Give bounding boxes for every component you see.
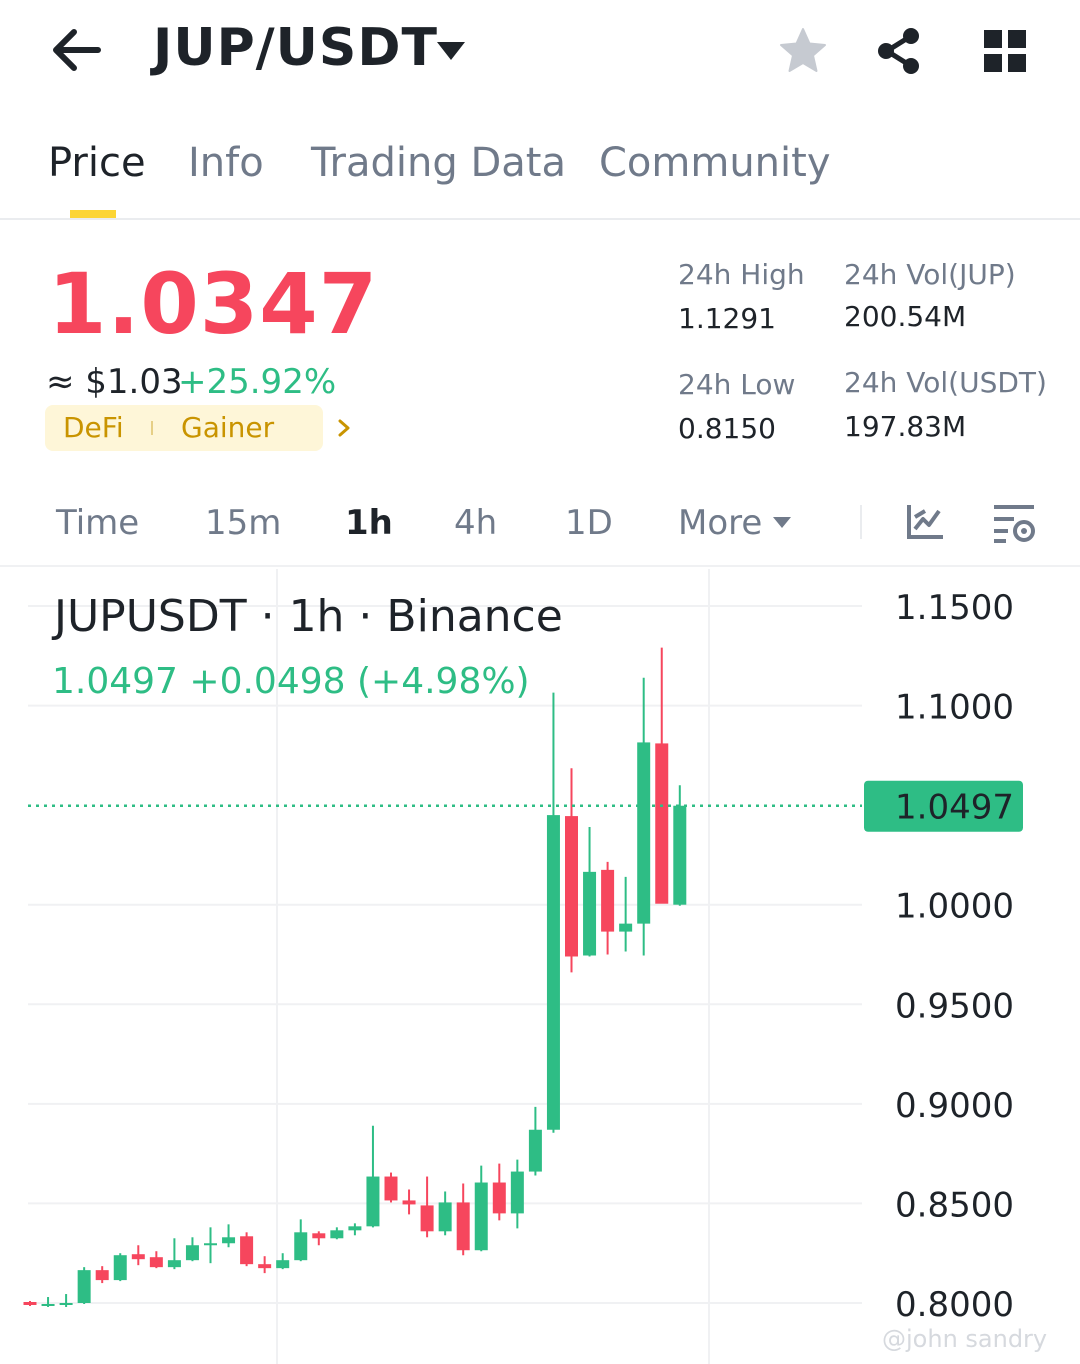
candle-body <box>23 1302 37 1305</box>
candle-body <box>258 1264 272 1269</box>
last-price: 1.0347 <box>48 255 379 353</box>
candle-body <box>438 1202 452 1232</box>
candle-body <box>619 923 633 932</box>
y-axis-tick-label: 1.1000 <box>895 688 1014 728</box>
last-price-label: 1.0497 <box>895 788 1014 828</box>
grid-icon[interactable] <box>982 28 1028 74</box>
caret-down-icon[interactable] <box>772 515 792 529</box>
back-arrow-icon[interactable] <box>50 26 102 74</box>
chart-settings-icon[interactable] <box>990 501 1038 545</box>
candle-body <box>673 805 687 905</box>
candle-body <box>149 1257 163 1268</box>
candlestick-chart[interactable]: 1.1500 1.1000 1.0000 0.9500 0.9000 0.8500 0.80… <box>0 569 1080 1364</box>
candle-body <box>637 742 651 924</box>
y-axis-tick-label: 0.9000 <box>895 1086 1014 1126</box>
interval-4h[interactable]: 4h <box>454 503 498 543</box>
candle-body <box>167 1260 181 1268</box>
interval-15m[interactable]: 15m <box>205 503 282 543</box>
chart-title: JUPUSDT · 1h · Binance <box>54 591 563 642</box>
candle-body <box>312 1233 326 1239</box>
watermark: @john sandry <box>882 1325 1048 1353</box>
usd-price: ≈ $1.03 <box>46 362 183 402</box>
interval-time[interactable]: Time <box>56 503 140 543</box>
tag-chip[interactable]: DeFi Gainer <box>45 405 350 451</box>
tab-community[interactable]: Community <box>599 140 831 186</box>
vol-base-label: 24h Vol(JUP) <box>844 258 1016 291</box>
star-icon[interactable] <box>778 26 828 76</box>
candle-body <box>565 816 578 957</box>
candle-body <box>348 1226 362 1231</box>
candle-body <box>330 1230 344 1239</box>
high-label: 24h High <box>678 258 805 291</box>
candle-body <box>77 1270 91 1303</box>
candle-body <box>546 815 560 1130</box>
vol-base-value: 200.54M <box>844 300 967 333</box>
interval-more[interactable]: More <box>678 503 763 543</box>
candle-body <box>510 1171 524 1214</box>
price-change-percent: +25.92% <box>178 362 337 402</box>
low-label: 24h Low <box>678 368 796 401</box>
candle-body <box>113 1255 127 1281</box>
candle-body <box>59 1303 73 1305</box>
candle-body <box>474 1182 488 1251</box>
candle-body <box>131 1254 145 1260</box>
candle-body <box>492 1182 506 1214</box>
candle-body <box>528 1129 542 1172</box>
share-icon[interactable] <box>874 26 924 76</box>
candle-body <box>185 1245 199 1261</box>
candle-body <box>402 1200 416 1205</box>
chevron-right-icon <box>338 419 350 437</box>
candle-body <box>204 1243 217 1246</box>
caret-down-icon[interactable] <box>436 40 466 62</box>
candle-body <box>222 1237 236 1244</box>
y-axis-tick-label: 0.8500 <box>895 1185 1014 1225</box>
candle-body <box>655 743 669 904</box>
vol-quote-value: 197.83M <box>844 410 967 443</box>
low-value: 0.8150 <box>678 412 776 445</box>
candle-body <box>41 1303 55 1306</box>
top-bar: JUP/USDT <box>0 0 1080 105</box>
candle-body <box>420 1205 434 1232</box>
candle-body <box>384 1176 398 1201</box>
candle-body <box>456 1202 470 1251</box>
candle-body <box>294 1232 308 1261</box>
pair-title[interactable]: JUP/USDT <box>153 18 438 78</box>
candle-body <box>583 871 597 956</box>
tag-separator <box>151 421 153 435</box>
chart-indicator-icon[interactable] <box>905 503 945 541</box>
interval-1d[interactable]: 1D <box>565 503 613 543</box>
interval-bar: Time 15m 1h 4h 1D More <box>0 485 1080 567</box>
y-axis-tick-label: 0.8000 <box>895 1285 1014 1325</box>
section-tabs: Price Info Trading Data Community <box>0 130 1080 220</box>
y-axis-tick-label: 1.0000 <box>895 887 1014 927</box>
tag-defi: DeFi <box>63 411 124 444</box>
active-tab-indicator <box>70 210 116 218</box>
candle-body <box>601 869 615 932</box>
chart-ohlc-summary: 1.0497 +0.0498 (+4.98%) <box>52 661 530 702</box>
candle-body <box>366 1176 380 1227</box>
candle-body <box>95 1270 109 1281</box>
tab-price[interactable]: Price <box>48 140 146 186</box>
chart-canvas[interactable]: 1.1500 1.1000 1.0000 0.9500 0.9000 0.8500 0.80… <box>0 569 1080 1364</box>
high-value: 1.1291 <box>678 302 776 335</box>
toolbar-divider <box>860 505 862 539</box>
candle-body <box>276 1260 290 1269</box>
y-axis-tick-label: 0.9500 <box>895 986 1014 1026</box>
y-axis-tick-label: 1.1500 <box>895 588 1014 628</box>
vol-quote-label: 24h Vol(USDT) <box>844 366 1047 399</box>
tab-trading-data[interactable]: Trading Data <box>311 140 566 186</box>
interval-1h[interactable]: 1h <box>345 503 393 543</box>
last-price-badge <box>864 780 1023 832</box>
candle-body <box>240 1236 254 1265</box>
tag-gainer: Gainer <box>181 411 275 444</box>
tab-info[interactable]: Info <box>188 140 264 186</box>
